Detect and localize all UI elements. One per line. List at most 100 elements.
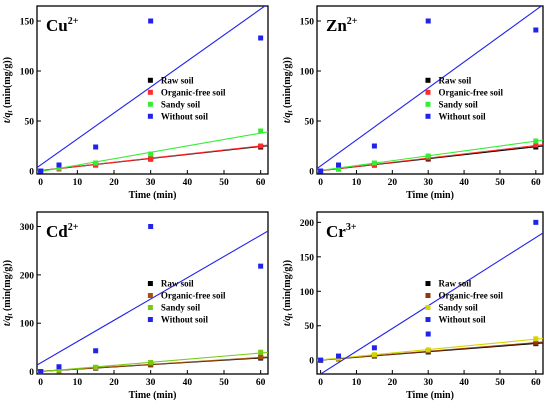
y-axis-label: t/qt (min(mg/g)): [282, 57, 294, 123]
legend-label-raw-soil: Raw soil: [161, 279, 194, 289]
legend-swatch-without-soil: [147, 317, 153, 323]
point-organic-free-soil: [258, 143, 264, 149]
point-without-soil: [425, 18, 431, 24]
legend-label-without-soil: Without soil: [438, 111, 486, 121]
point-without-soil: [371, 345, 377, 351]
legend-swatch-organic-free-soil: [425, 89, 431, 95]
point-sandy-soil: [148, 359, 154, 365]
x-tick-label: 10: [352, 378, 362, 388]
point-sandy-soil: [425, 347, 431, 353]
legend-swatch-raw-soil: [147, 77, 153, 83]
point-without-soil: [371, 143, 377, 149]
y-tick-label: 150: [300, 253, 315, 263]
point-sandy-soil: [258, 349, 264, 355]
y-tick-label: 50: [305, 118, 315, 128]
y-tick-label: 0: [29, 368, 34, 378]
panel-cu: 0 10 20 30 40 50 60 0 50 100 150 Time (min) t/qt (mi…: [2, 5, 269, 201]
legend-label-organic-free-soil: Organic-free soil: [161, 87, 226, 97]
legend-label-sandy-soil: Sandy soil: [161, 99, 201, 109]
y-axis-label: t/qt (min(mg/g)): [2, 260, 14, 326]
y-tick-label: 0: [309, 357, 314, 367]
point-organic-free-soil: [533, 142, 539, 148]
point-without-soil: [318, 357, 324, 363]
y-axis-label: t/qt (min(mg/g)): [2, 57, 14, 123]
plot-frame: [316, 5, 544, 175]
legend-label-organic-free-soil: Organic-free soil: [161, 291, 226, 301]
fit-line-without-soil: [37, 6, 266, 169]
point-sandy-soil: [371, 352, 377, 358]
x-axis-label: Time (min): [406, 390, 454, 401]
x-axis-label: Time (min): [129, 190, 177, 201]
x-axis-label: Time (min): [129, 390, 177, 401]
legend-label-organic-free-soil: Organic-free soil: [438, 291, 503, 301]
point-organic-free-soil: [258, 354, 264, 360]
legend-label-without-soil: Without soil: [161, 315, 209, 325]
point-without-soil: [148, 18, 154, 24]
panel-zn: 0 10 20 30 40 50 60 0 50 100 150 Time (min) t/qt (mi…: [282, 5, 544, 201]
x-tick-label: 30: [423, 378, 433, 388]
point-sandy-soil: [425, 153, 431, 159]
y-tick-label: 150: [20, 18, 35, 28]
point-sandy-soil: [533, 138, 539, 144]
x-tick-label: 0: [38, 178, 43, 188]
point-sandy-soil: [56, 367, 62, 373]
legend-swatch-organic-free-soil: [147, 293, 153, 299]
legend-swatch-without-soil: [147, 113, 153, 119]
x-tick-label: 60: [256, 178, 266, 188]
x-tick-label: 40: [459, 378, 469, 388]
y-tick-label: 50: [305, 322, 315, 332]
y-tick-label: 0: [29, 168, 34, 178]
y-tick-label: 300: [20, 223, 35, 233]
y-axis-label: t/qt (min(mg/g)): [282, 260, 294, 326]
legend-swatch-organic-free-soil: [425, 293, 431, 299]
x-tick-label: 10: [73, 178, 83, 188]
legend-swatch-raw-soil: [147, 281, 153, 287]
panel-cr: 0 10 20 30 40 50 60 0 50 100 150 200 Time (min) t/qt …: [282, 211, 544, 401]
ion-label: Cr3+: [326, 222, 357, 241]
x-tick-label: 60: [531, 378, 541, 388]
point-without-soil: [56, 162, 62, 168]
ion-label: Cd2+: [46, 222, 79, 241]
point-without-soil: [258, 263, 264, 269]
x-tick-label: 60: [256, 378, 266, 388]
point-without-soil: [38, 369, 44, 375]
legend-label-raw-soil: Raw soil: [438, 75, 471, 85]
point-organic-free-soil: [533, 340, 539, 346]
point-sandy-soil: [258, 128, 264, 134]
point-sandy-soil: [56, 165, 62, 171]
legend-label-organic-free-soil: Organic-free soil: [438, 87, 503, 97]
x-tick-label: 20: [109, 378, 119, 388]
legend-swatch-sandy-soil: [425, 101, 431, 107]
y-tick-label: 200: [300, 219, 315, 229]
point-sandy-soil: [93, 160, 99, 166]
point-without-soil: [533, 27, 539, 33]
fit-line-without-soil: [317, 6, 543, 170]
legend-swatch-sandy-soil: [147, 305, 153, 311]
y-tick-label: 0: [309, 168, 314, 178]
x-tick-label: 60: [531, 178, 541, 188]
legend-swatch-without-soil: [425, 317, 431, 323]
y-tick-label: 100: [300, 68, 315, 78]
x-tick-label: 30: [423, 178, 433, 188]
point-without-soil: [425, 331, 431, 337]
y-tick-label: 150: [300, 18, 315, 28]
legend-swatch-raw-soil: [425, 281, 431, 287]
x-tick-label: 0: [318, 378, 323, 388]
y-tick-label: 100: [20, 68, 35, 78]
point-without-soil: [38, 168, 44, 174]
x-tick-label: 20: [109, 178, 119, 188]
legend-label-sandy-soil: Sandy soil: [438, 303, 478, 313]
point-without-soil: [93, 348, 99, 354]
point-without-soil: [258, 35, 264, 41]
x-tick-label: 40: [459, 178, 469, 188]
x-tick-label: 50: [219, 178, 229, 188]
fit-line-without-soil: [319, 232, 543, 374]
point-without-soil: [56, 364, 62, 370]
x-tick-label: 10: [352, 178, 362, 188]
x-tick-label: 40: [183, 378, 193, 388]
legend-label-sandy-soil: Sandy soil: [161, 303, 201, 313]
point-sandy-soil: [93, 364, 99, 370]
x-tick-label: 50: [219, 378, 229, 388]
x-tick-label: 50: [495, 378, 505, 388]
